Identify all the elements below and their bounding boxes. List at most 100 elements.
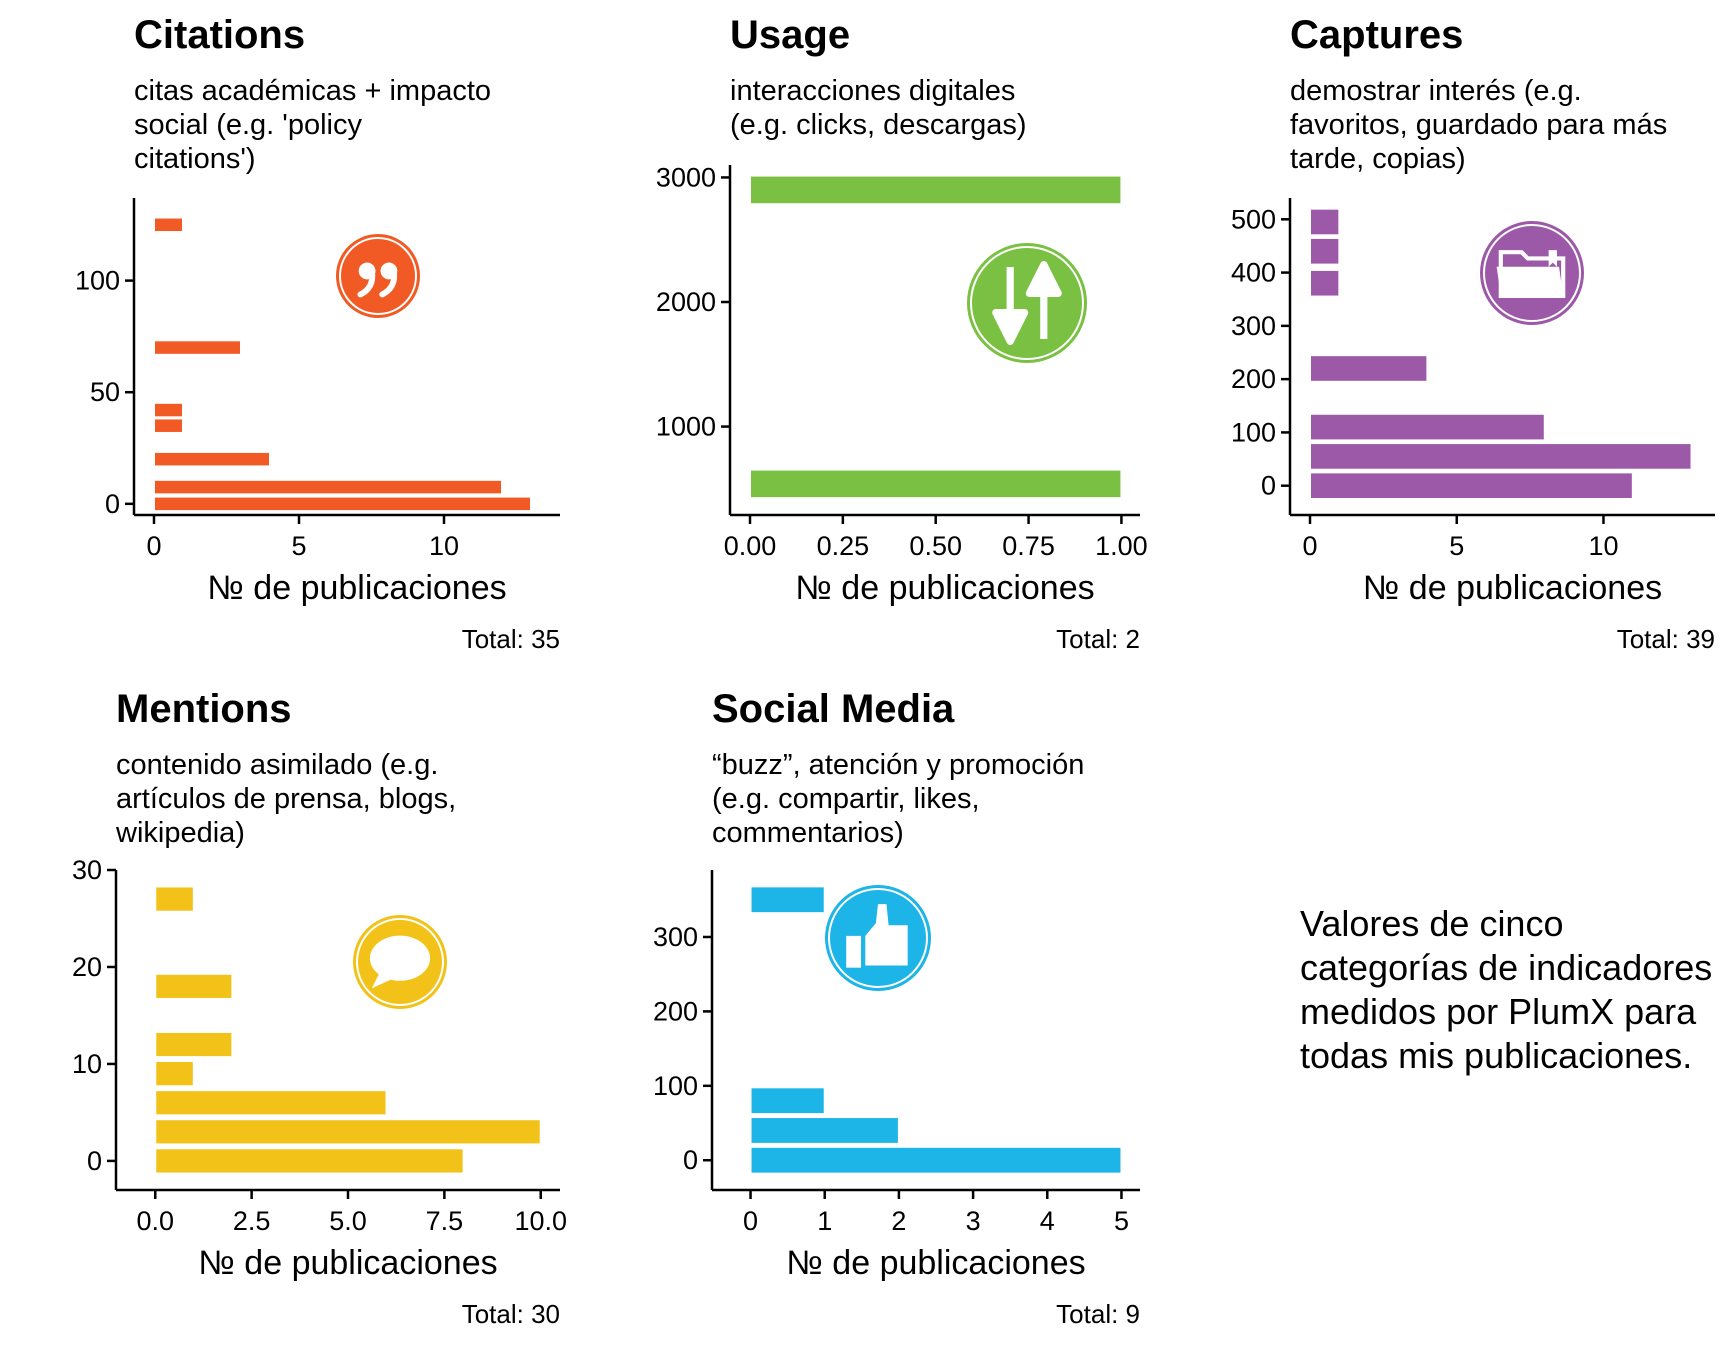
x-tick-label: 0.0 [136,1206,174,1236]
x-tick-label: 0 [743,1206,758,1236]
histogram-bar [1309,354,1429,383]
down-arrow [992,267,1029,345]
panel-subtitle-line: artículos de prensa, blogs, [116,783,456,815]
y-tick-label: 400 [1231,258,1276,288]
up-arrow [1025,261,1062,339]
y-tick-label: 0 [683,1145,698,1175]
histogram-bar [154,1147,465,1175]
histogram-bar [1309,471,1634,501]
histogram-bar [153,417,184,434]
panel-subtitle-line: citations') [134,143,256,175]
y-tick-label: 100 [75,266,120,296]
panel-subtitle-line: (e.g. clicks, descargas) [730,109,1027,141]
panel-subtitle-line: contenido asimilado (e.g. [116,749,438,781]
bookmark-tab [1548,250,1557,267]
chart-panel-4: Mentions contenido asimilado (e.g.artícul… [72,687,567,1329]
panel-subtitle-line: demostrar interés (e.g. [1290,75,1582,107]
thumbs-up-icon-ring [828,888,928,988]
histogram-bar [154,1118,542,1146]
histogram-bar [1309,236,1341,266]
y-tick-label: 1000 [656,412,716,442]
histogram-bar [749,174,1123,206]
x-tick-label: 0 [146,531,161,561]
quote-tail-2 [379,269,398,298]
x-tick-label: 5 [1449,531,1464,561]
x-axis-label: № de publicaciones [795,569,1094,607]
histogram-bar [154,885,195,913]
histogram-bar [154,1060,195,1088]
y-tick-label: 2000 [656,287,716,317]
panel-subtitle-line: tarde, copias) [1290,143,1466,175]
y-tick-label: 3000 [656,162,716,192]
y-tick-label: 300 [1231,311,1276,341]
y-tick-label: 200 [1231,364,1276,394]
panel-subtitle-line: commentarios) [712,817,904,849]
histogram-bar [749,1116,900,1145]
total-label: Total: 35 [462,624,560,654]
chart-panel-5: Social Media “buzz”, atención y promoción… [653,687,1140,1329]
histogram-bar [153,495,532,513]
x-tick-label: 2.5 [233,1206,271,1236]
chart-panel-1: Citations citas académicas + impactosocia… [75,13,560,654]
x-tick-label: 10 [429,531,459,561]
caption-note: Valores de cinco categorías de indicador… [1300,903,1713,1076]
panel-subtitle-line: favoritos, guardado para más [1290,109,1667,141]
chart-panel-2: Usage interacciones digitales(e.g. clicks… [656,13,1148,654]
y-tick-label: 300 [653,922,698,952]
histogram-bar [153,339,242,356]
histogram-bar [749,1145,1123,1175]
histogram-bar [153,478,503,496]
panel-title: Captures [1290,13,1463,57]
x-tick-label: 7.5 [426,1206,464,1236]
y-tick-label: 50 [90,377,120,407]
panel-subtitle-line: wikipedia) [115,817,245,849]
quote-icon-ring [339,237,417,315]
histogram-bar [1309,207,1341,237]
x-tick-label: 0.50 [909,531,962,561]
x-tick-label: 5 [291,531,306,561]
x-tick-label: 5 [1114,1206,1129,1236]
panel-title: Usage [730,13,850,57]
x-tick-label: 10.0 [514,1206,567,1236]
x-tick-label: 1.00 [1095,531,1148,561]
y-tick-label: 0 [1261,471,1276,501]
histogram-bar [1309,442,1693,471]
bubble-body [369,935,431,981]
chart-panel-3: Captures demostrar interés (e.g.favoritos… [1231,13,1715,654]
x-tick-label: 5.0 [329,1206,367,1236]
panel-title: Citations [134,13,305,57]
histogram-bar [1309,268,1341,298]
histogram-bar [749,468,1123,500]
folder-icon-ring [1483,224,1581,322]
y-tick-label: 100 [653,1071,698,1101]
y-tick-label: 10 [72,1049,102,1079]
x-tick-label: 0 [1302,531,1317,561]
panel-title: Mentions [116,687,292,731]
histogram-bar [153,401,184,419]
total-label: Total: 9 [1056,1299,1140,1329]
up-down-arrows-icon [967,243,1087,363]
x-tick-label: 2 [891,1206,906,1236]
y-tick-label: 200 [653,996,698,1026]
x-tick-label: 0.00 [724,531,777,561]
panel-subtitle-line: social (e.g. 'policy [134,109,362,141]
y-tick-label: 0 [105,489,120,519]
x-axis-label: № de publicaciones [1363,569,1662,607]
x-tick-label: 0.25 [817,531,870,561]
thumb-hand [865,904,908,966]
y-tick-label: 500 [1231,204,1276,234]
bubble-tail [371,973,393,989]
quote-tail-1 [357,269,376,298]
x-tick-label: 4 [1040,1206,1055,1236]
x-axis-label: № de publicaciones [786,1244,1085,1282]
histogram-bar [749,885,826,915]
panel-subtitle-line: (e.g. compartir, likes, [712,783,980,815]
x-tick-label: 1 [817,1206,832,1236]
total-label: Total: 30 [462,1299,560,1329]
quote-icon [336,234,420,318]
panel-subtitle-line: citas académicas + impacto [134,75,491,107]
x-tick-label: 3 [966,1206,981,1236]
histogram-bar [153,450,271,468]
